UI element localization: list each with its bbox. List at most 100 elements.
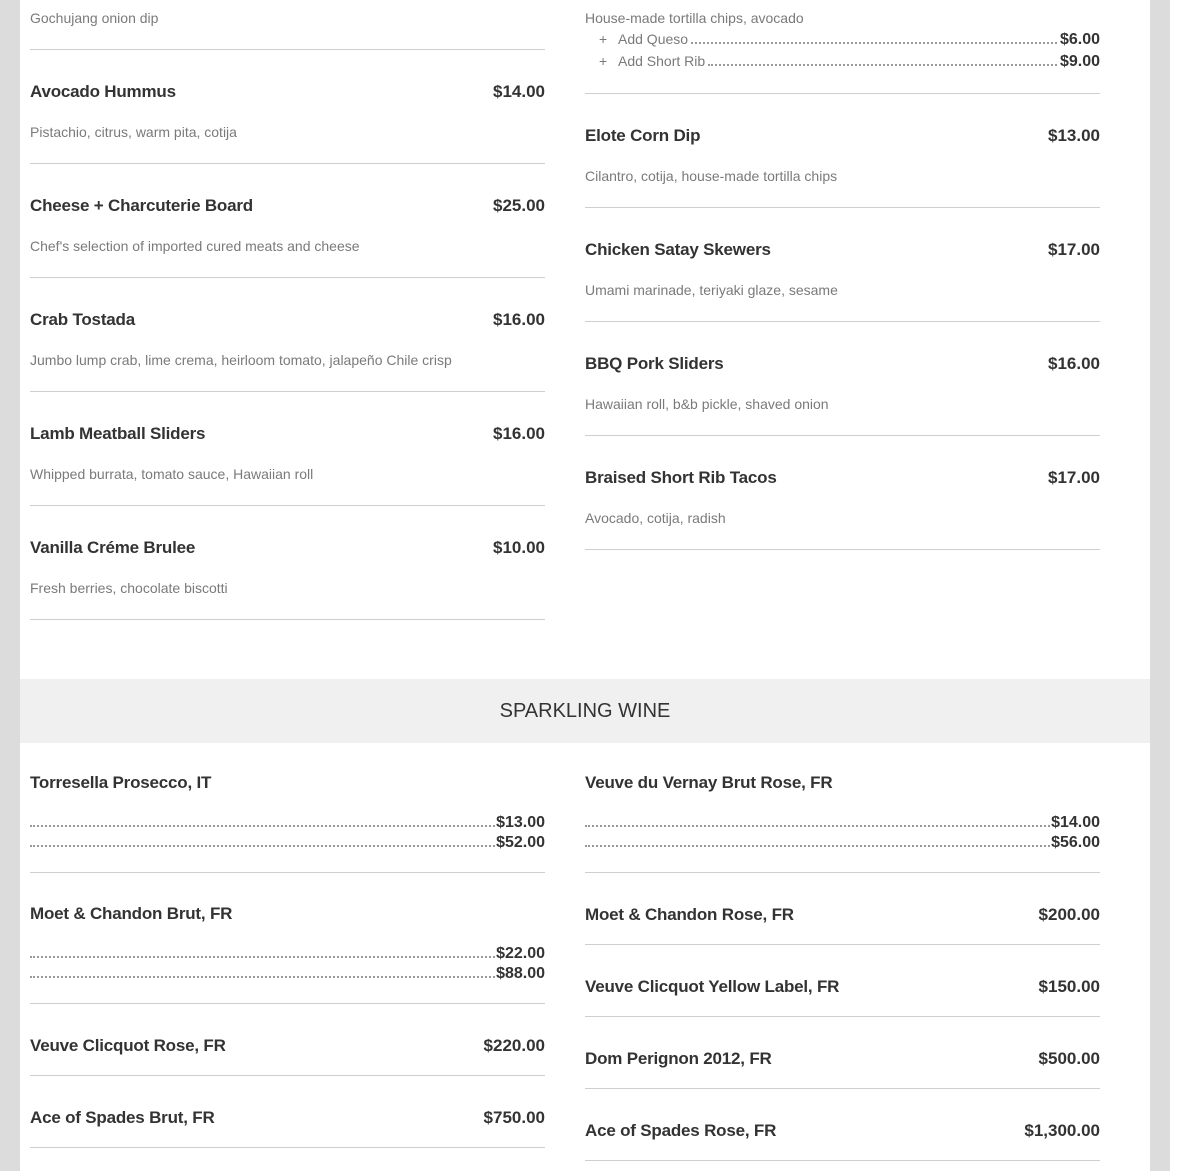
wine-price: $200.00 <box>1038 905 1100 924</box>
item-price: $13.00 <box>1048 126 1100 145</box>
plus-icon: + <box>599 53 608 69</box>
bottle-price-row: $88.00 <box>30 964 545 984</box>
item-price: $25.00 <box>493 196 545 215</box>
dot-leader <box>30 976 496 978</box>
menu-item: Avocado Hummus $14.00 Pistachio, citrus, w… <box>30 50 545 164</box>
wine-item: Moet & Chandon Rose, FR $200.00 <box>585 873 1100 945</box>
item-description: House-made tortilla chips, avocado <box>585 10 804 26</box>
item-description: Fresh berries, chocolate biscotti <box>30 580 228 596</box>
wine-item: Ace of Spades Brut, FR $750.00 <box>30 1076 545 1148</box>
sparkling-right-column: Veuve du Vernay Brut Rose, FR $14.00 $56… <box>585 743 1100 1161</box>
item-price: $17.00 <box>1048 240 1100 259</box>
item-description: Pistachio, citrus, warm pita, cotija <box>30 124 237 140</box>
plus-icon: + <box>599 31 608 47</box>
item-description: Jumbo lump crab, lime crema, heirloom to… <box>30 352 452 368</box>
menu-item: Chicken Satay Skewers $17.00 Umami marinad… <box>585 208 1100 322</box>
page-gutter-left <box>0 0 20 1171</box>
sparkling-left-column: Torresella Prosecco, IT $13.00 $52.00 Mo… <box>30 743 545 1148</box>
menu-item: BBQ Pork Sliders $16.00 Hawaiian roll, b&b… <box>585 322 1100 436</box>
wine-item: Dom Perignon 2012, FR $500.00 <box>585 1017 1100 1089</box>
item-description: Gochujang onion dip <box>30 10 159 26</box>
item-description: Chef's selection of imported cured meats… <box>30 238 360 254</box>
addon-row: + Add Queso $6.00 <box>585 28 1100 50</box>
wine-price: $150.00 <box>1038 977 1100 996</box>
wine-name: Veuve Clicquot Yellow Label, FR <box>585 977 840 996</box>
bottle-price-row: $56.00 <box>585 833 1100 853</box>
dot-leader <box>30 825 496 827</box>
appetizers-right-column: House-made tortilla chips, avocado + Add … <box>585 0 1100 550</box>
wine-item: Veuve du Vernay Brut Rose, FR $14.00 $56… <box>585 743 1100 873</box>
dot-leader <box>585 825 1051 827</box>
item-name: Vanilla Créme Brulee <box>30 538 196 557</box>
dot-leader <box>708 64 1057 66</box>
menu-item: Crab Tostada $16.00 Jumbo lump crab, lime … <box>30 278 545 392</box>
item-name: Braised Short Rib Tacos <box>585 468 777 487</box>
wine-price: $22.00 <box>496 945 545 962</box>
item-price: $16.00 <box>493 310 545 329</box>
wine-item: Moet & Chandon Brut, FR $22.00 $88.00 <box>30 873 545 1004</box>
item-price: $10.00 <box>493 538 545 557</box>
item-price: $16.00 <box>1048 354 1100 373</box>
addon-label: Add Queso <box>618 31 689 47</box>
item-description: Umami marinade, teriyaki glaze, sesame <box>585 282 838 298</box>
wine-item: Torresella Prosecco, IT $13.00 $52.00 <box>30 743 545 873</box>
item-name: Crab Tostada <box>30 310 135 329</box>
dot-leader <box>691 42 1057 44</box>
dot-leader <box>585 845 1051 847</box>
addon-row: + Add Short Rib $9.00 <box>585 50 1100 72</box>
wine-item: Veuve Clicquot Rose, FR $220.00 <box>30 1004 545 1076</box>
item-name: Chicken Satay Skewers <box>585 240 771 259</box>
wine-name: Ace of Spades Brut, FR <box>30 1108 215 1127</box>
dot-leader <box>30 845 496 847</box>
menu-item: Braised Short Rib Tacos $17.00 Avocado, co… <box>585 436 1100 550</box>
item-price: $16.00 <box>493 424 545 443</box>
addon-price: $9.00 <box>1059 53 1100 70</box>
wine-price: $14.00 <box>1051 814 1100 831</box>
scrollbar-track[interactable] <box>1150 0 1170 1171</box>
wine-name: Moet & Chandon Rose, FR <box>585 905 794 924</box>
item-description: Hawaiian roll, b&b pickle, shaved onion <box>585 396 829 412</box>
wine-name: Torresella Prosecco, IT <box>30 773 212 792</box>
wine-price: $52.00 <box>496 834 545 851</box>
item-name: BBQ Pork Sliders <box>585 354 724 373</box>
wine-price: $88.00 <box>496 965 545 982</box>
wine-price: $500.00 <box>1038 1049 1100 1068</box>
wine-item: Veuve Clicquot Yellow Label, FR $150.00 <box>585 945 1100 1017</box>
wine-name: Ace of Spades Rose, FR <box>585 1121 777 1140</box>
menu-item: Gochujang onion dip <box>30 0 545 50</box>
wine-price: $220.00 <box>483 1036 545 1055</box>
addon-price: $6.00 <box>1059 31 1100 48</box>
glass-price-row: $14.00 <box>585 813 1100 833</box>
dot-leader <box>30 956 496 958</box>
menu-panel <box>20 0 1150 1171</box>
wine-name: Veuve Clicquot Rose, FR <box>30 1036 226 1055</box>
appetizers-left-column: Gochujang onion dip Avocado Hummus $14.00… <box>30 0 545 620</box>
section-header: SPARKLING WINE <box>20 679 1150 743</box>
addon-label: Add Short Rib <box>618 53 706 69</box>
wine-price: $56.00 <box>1051 834 1100 851</box>
glass-price-row: $22.00 <box>30 944 545 964</box>
wine-item: Ace of Spades Rose, FR $1,300.00 <box>585 1089 1100 1161</box>
item-name: Lamb Meatball Sliders <box>30 424 206 443</box>
wine-name: Moet & Chandon Brut, FR <box>30 904 233 923</box>
menu-item: House-made tortilla chips, avocado + Add … <box>585 0 1100 94</box>
item-description: Whipped burrata, tomato sauce, Hawaiian … <box>30 466 314 482</box>
item-description: Cilantro, cotija, house-made tortilla ch… <box>585 168 838 184</box>
menu-item: Cheese + Charcuterie Board $25.00 Chef's s… <box>30 164 545 278</box>
wine-price: $1,300.00 <box>1024 1121 1100 1140</box>
section-title: SPARKLING WINE <box>499 699 671 722</box>
item-price: $14.00 <box>493 82 545 101</box>
menu-item: Elote Corn Dip $13.00 Cilantro, cotija, ho… <box>585 94 1100 208</box>
item-name: Cheese + Charcuterie Board <box>30 196 253 215</box>
wine-name: Veuve du Vernay Brut Rose, FR <box>585 773 833 792</box>
item-name: Avocado Hummus <box>30 82 176 101</box>
item-name: Elote Corn Dip <box>585 126 701 145</box>
item-description: Avocado, cotija, radish <box>585 510 726 526</box>
glass-price-row: $13.00 <box>30 813 545 833</box>
item-price: $17.00 <box>1048 468 1100 487</box>
wine-name: Dom Perignon 2012, FR <box>585 1049 772 1068</box>
wine-price: $750.00 <box>483 1108 545 1127</box>
menu-item: Vanilla Créme Brulee $10.00 Fresh berries,… <box>30 506 545 620</box>
wine-price: $13.00 <box>496 814 545 831</box>
menu-item: Lamb Meatball Sliders $16.00 Whipped burra… <box>30 392 545 506</box>
